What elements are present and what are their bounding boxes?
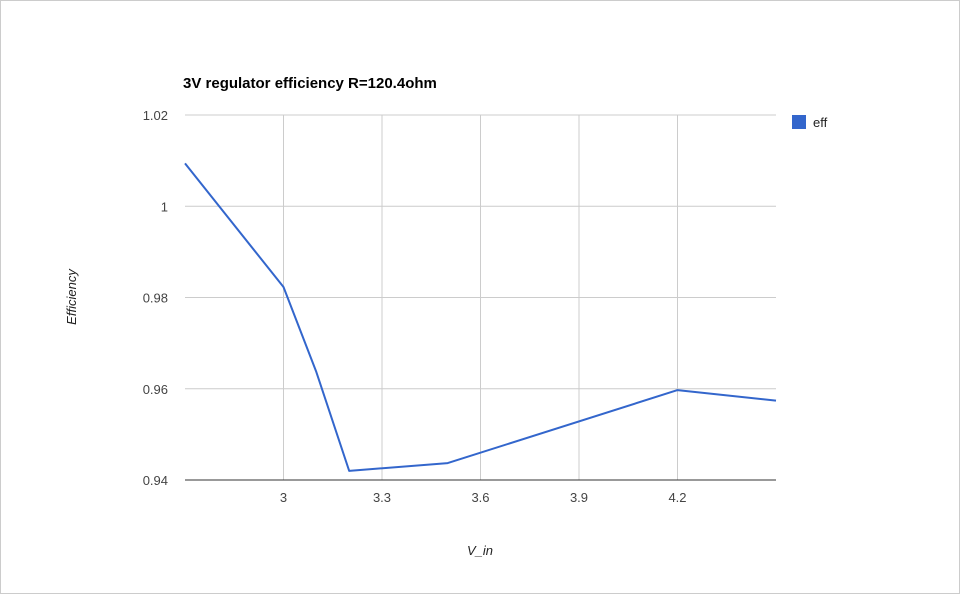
x-tick-label: 4.2	[668, 490, 686, 505]
y-tick-label: 0.96	[143, 382, 168, 397]
x-tick-label: 3.9	[570, 490, 588, 505]
x-tick-label: 3.6	[471, 490, 489, 505]
y-tick-label: 1	[161, 199, 168, 214]
x-tick-labels: 3 3.3 3.6 3.9 4.2	[280, 490, 687, 505]
y-tick-label: 0.94	[143, 473, 168, 488]
chart-title: 3V regulator efficiency R=120.4ohm	[183, 75, 437, 92]
y-axis-title: Efficiency	[64, 268, 79, 325]
y-tick-label: 1.02	[143, 108, 168, 123]
legend: eff	[792, 115, 828, 130]
legend-label-eff: eff	[813, 115, 828, 130]
series-line-eff	[184, 162, 777, 472]
x-tick-label: 3	[280, 490, 287, 505]
x-axis-title: V_in	[467, 543, 493, 558]
x-tick-label: 3.3	[373, 490, 391, 505]
series-layer	[184, 162, 777, 472]
y-tick-label: 0.98	[143, 291, 168, 306]
legend-swatch-eff	[792, 115, 806, 129]
y-tick-labels: 0.94 0.96 0.98 1 1.02	[143, 108, 168, 488]
grid	[185, 114, 776, 481]
